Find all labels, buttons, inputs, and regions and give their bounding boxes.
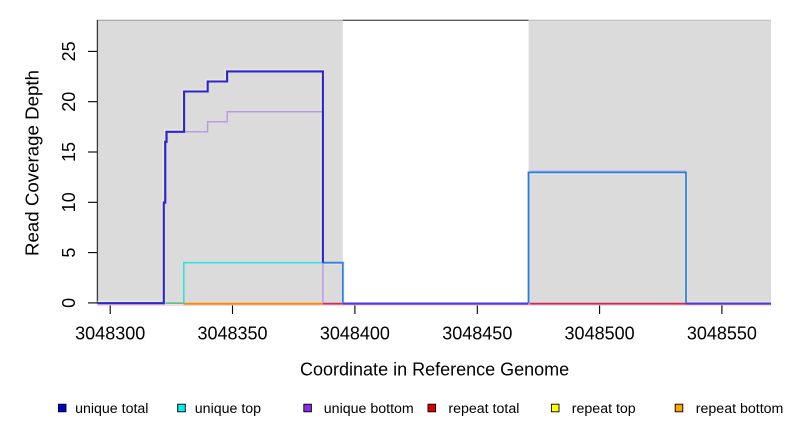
svg-text:repeat top: repeat top [572, 401, 636, 417]
svg-text:unique top: unique top [195, 401, 261, 417]
svg-text:3048400: 3048400 [320, 324, 390, 344]
svg-text:3048450: 3048450 [442, 324, 512, 344]
svg-text:3048550: 3048550 [687, 324, 757, 344]
svg-text:15: 15 [59, 142, 79, 162]
svg-text:3048350: 3048350 [197, 324, 267, 344]
svg-text:5: 5 [59, 248, 79, 258]
svg-text:10: 10 [59, 192, 79, 212]
svg-text:25: 25 [59, 41, 79, 61]
svg-text:Coordinate in Reference Genome: Coordinate in Reference Genome [300, 360, 569, 380]
svg-text:0: 0 [59, 298, 79, 308]
svg-text:20: 20 [59, 92, 79, 112]
svg-text:repeat total: repeat total [448, 401, 519, 417]
svg-text:unique total: unique total [75, 401, 148, 417]
svg-text:Read Coverage Depth: Read Coverage Depth [22, 70, 43, 256]
svg-text:3048500: 3048500 [565, 324, 635, 344]
svg-text:3048300: 3048300 [75, 324, 145, 344]
svg-text:repeat bottom: repeat bottom [696, 401, 784, 417]
svg-text:unique bottom: unique bottom [324, 401, 414, 417]
